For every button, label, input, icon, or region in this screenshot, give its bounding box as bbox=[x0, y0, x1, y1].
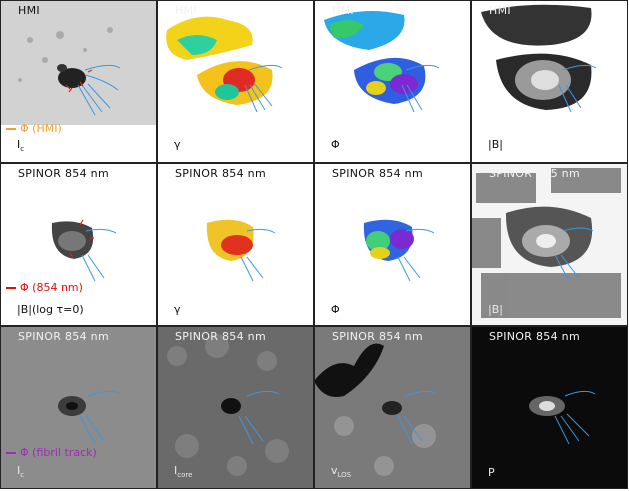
panel-symbol: |B| bbox=[488, 303, 503, 316]
panel-title: SPINOR 854 nm bbox=[332, 330, 423, 343]
panel-symbol: P bbox=[488, 466, 495, 479]
p-map bbox=[471, 326, 628, 489]
panel-title: HMI bbox=[175, 4, 197, 17]
ic-flat bbox=[0, 326, 157, 489]
panel-spinor-b: SPINOR 854 nm Φ (854 nm) |B|(log τ=0) bbox=[0, 163, 157, 326]
panel-symbol: γ bbox=[174, 137, 181, 151]
phi-blob bbox=[363, 219, 435, 282]
panel-hmi-b: HMI |B| bbox=[471, 0, 628, 163]
panel-symbol: γ bbox=[174, 303, 181, 316]
panel-title: SPINOR 854 nm bbox=[18, 330, 109, 343]
panel-symbol: Ic bbox=[17, 463, 25, 479]
panel-symbol: Ic bbox=[17, 137, 25, 153]
panel-symbol: |B|(log τ=0) bbox=[17, 303, 84, 316]
legend-fibril: Φ (fibril track) bbox=[6, 446, 97, 459]
panel-title: SPINOR 854 nm bbox=[175, 330, 266, 343]
panel-symbol: vLOS bbox=[331, 463, 352, 479]
panel-hmi-ic: HMI Φ (HMI) Ic bbox=[0, 0, 157, 163]
panel-title: HMI bbox=[18, 4, 40, 17]
b-map bbox=[481, 4, 597, 113]
panel-symbol: Φ bbox=[331, 137, 340, 151]
phi-map bbox=[324, 11, 440, 113]
b-noise bbox=[471, 163, 628, 326]
gamma-blob bbox=[206, 219, 276, 282]
panel-symbol: |B| bbox=[488, 137, 503, 151]
ic-image bbox=[0, 0, 157, 163]
icore-granulation bbox=[157, 326, 314, 489]
panel-title: SPINOR 854 nm bbox=[332, 167, 423, 180]
panel-spinor-p: SPINOR 854 nm P bbox=[471, 326, 628, 489]
panel-spinor-vlos: SPINOR 854 nm vLOS bbox=[314, 326, 471, 489]
panel-hmi-gamma: HMI γ bbox=[157, 0, 314, 163]
panel-hmi-phi: HMI Φ bbox=[314, 0, 471, 163]
gamma-map bbox=[166, 16, 283, 113]
vlos-granulation bbox=[314, 326, 471, 489]
panel-spinor-icore: SPINOR 854 nm Icore bbox=[157, 326, 314, 489]
b-blob bbox=[51, 219, 117, 282]
panel-title: SPINOR 854 nm bbox=[18, 167, 109, 180]
panel-title: SPINOR 855 nm bbox=[489, 167, 580, 180]
legend-fibril-label: Φ (fibril track) bbox=[20, 446, 97, 459]
panel-title: HMI bbox=[332, 4, 354, 17]
panel-spinor855-b: SPINOR 855 nm |B| bbox=[471, 163, 628, 326]
legend-hmi: Φ (HMI) bbox=[6, 122, 62, 135]
legend-854-label: Φ (854 nm) bbox=[20, 281, 83, 294]
panel-symbol: Φ bbox=[331, 303, 340, 316]
panel-title: SPINOR 854 nm bbox=[175, 167, 266, 180]
panel-spinor-ic: SPINOR 854 nm Φ (fibril track) Ic bbox=[0, 326, 157, 489]
panel-title: SPINOR 854 nm bbox=[489, 330, 580, 343]
panel-title: HMI bbox=[489, 4, 511, 17]
panel-spinor-gamma: SPINOR 854 nm γ bbox=[157, 163, 314, 326]
panel-symbol: Icore bbox=[174, 463, 193, 479]
legend-854: Φ (854 nm) bbox=[6, 281, 83, 294]
legend-hmi-label: Φ (HMI) bbox=[20, 122, 62, 135]
panel-spinor-phi: SPINOR 854 nm Φ bbox=[314, 163, 471, 326]
